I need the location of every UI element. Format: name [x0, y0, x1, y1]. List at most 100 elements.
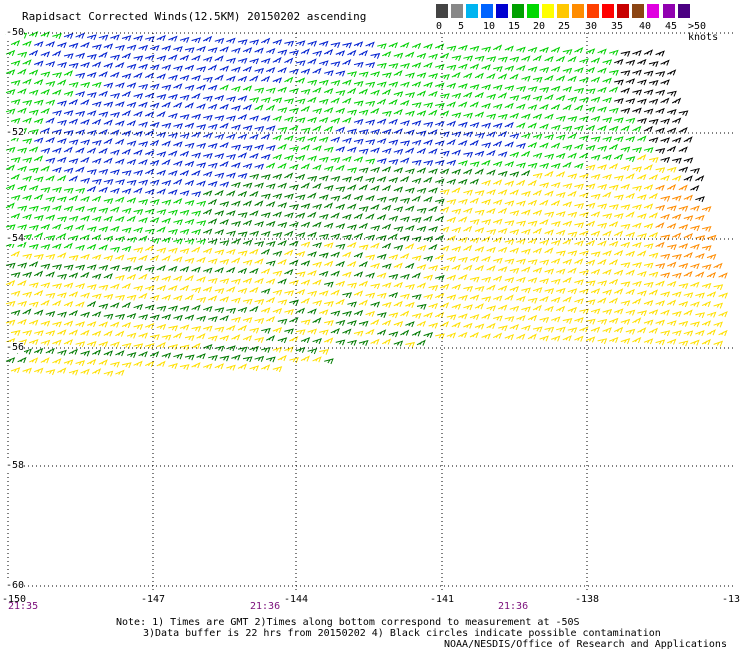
legend-label: 15 [508, 21, 521, 32]
wind-barb [648, 271, 659, 278]
wind-barb [434, 311, 445, 319]
wind-barb [382, 128, 392, 135]
wind-barb [690, 243, 700, 250]
wind-barb [57, 156, 67, 163]
wind-barb [323, 337, 334, 344]
wind-barb [608, 163, 619, 170]
wind-barb [574, 143, 584, 150]
wind-barb [34, 118, 44, 125]
wind-barb [300, 88, 311, 95]
wind-barb [353, 232, 364, 239]
wind-barb [532, 113, 543, 120]
wind-barb [110, 361, 120, 368]
wind-barb [608, 221, 619, 228]
wind-barb [324, 70, 334, 77]
wind-barb [17, 185, 27, 192]
wind-barb [242, 104, 253, 111]
wind-barb [110, 71, 120, 78]
wind-barb [672, 157, 682, 164]
wind-barb [585, 220, 596, 227]
wind-barb [300, 105, 310, 112]
wind-barb [138, 217, 148, 224]
wind-barb [660, 59, 670, 66]
wind-barb [469, 84, 480, 91]
wind-barb [214, 55, 224, 62]
wind-barb [312, 50, 323, 57]
wind-barb [161, 140, 171, 147]
wind-barb [597, 297, 607, 304]
wind-barb [150, 275, 160, 282]
wind-barb [579, 308, 590, 315]
wind-barb [504, 141, 514, 148]
wind-barb [307, 96, 317, 103]
wind-barb [493, 257, 503, 264]
wind-barb [516, 315, 526, 322]
wind-barb [300, 127, 311, 134]
wind-barb [219, 278, 230, 285]
wind-barb [497, 130, 508, 138]
wind-barb [486, 149, 496, 157]
wind-barb [353, 271, 364, 278]
wind-barb [98, 341, 109, 348]
wind-barb [648, 327, 659, 334]
wind-barb [115, 254, 125, 261]
legend-label: 40 [639, 21, 652, 32]
wind-barb [416, 264, 427, 271]
wind-barb [504, 45, 514, 52]
wind-barb [579, 173, 589, 180]
wind-barb [486, 207, 496, 215]
wind-barb [237, 75, 248, 82]
wind-barb [98, 321, 109, 328]
wind-barb [556, 192, 566, 198]
wind-barb [295, 40, 306, 47]
wind-barb [532, 227, 542, 235]
wind-barb [219, 46, 229, 53]
wind-barb [609, 125, 619, 132]
legend-label: 0 [436, 21, 443, 32]
wind-barb [214, 133, 225, 140]
wind-barb [284, 154, 294, 161]
wind-barb [45, 311, 56, 317]
wind-barb [381, 338, 392, 345]
wind-barb [126, 294, 137, 301]
wind-barb [620, 337, 631, 344]
wind-barb [416, 52, 427, 59]
wind-barb [428, 243, 438, 251]
wind-barb [597, 203, 608, 210]
wind-barb [219, 103, 229, 110]
wind-barb [121, 362, 132, 369]
wind-barb [28, 69, 39, 76]
longitude-label: -150 [2, 594, 27, 605]
wind-barb [498, 170, 508, 177]
wind-barb [469, 178, 480, 185]
wind-barb [411, 177, 422, 184]
wind-barb [498, 56, 508, 63]
wind-barb [521, 324, 531, 331]
wind-barb [133, 360, 143, 367]
wind-barb [602, 191, 612, 198]
wind-barb [237, 306, 248, 313]
wind-barb [295, 136, 306, 143]
wind-barb [260, 37, 271, 44]
wind-barb [405, 321, 415, 328]
wind-barb [567, 250, 578, 257]
wind-barb [261, 115, 271, 122]
wind-barb [98, 284, 109, 291]
wind-barb [10, 272, 21, 278]
wind-barb [161, 236, 172, 243]
wind-barb [29, 243, 39, 250]
wind-barb [150, 121, 160, 128]
wind-barb [98, 207, 109, 214]
wind-barb [323, 260, 334, 267]
wind-barb [590, 115, 601, 122]
wind-barb [527, 237, 538, 244]
wind-barb [196, 66, 207, 73]
wind-barb [184, 142, 195, 149]
wind-barb [672, 254, 682, 260]
wind-barb [284, 249, 294, 256]
wind-barb [98, 71, 108, 78]
wind-barb [277, 258, 287, 266]
wind-barb [237, 95, 248, 102]
wind-barb [272, 327, 283, 334]
wind-barb [625, 78, 636, 85]
